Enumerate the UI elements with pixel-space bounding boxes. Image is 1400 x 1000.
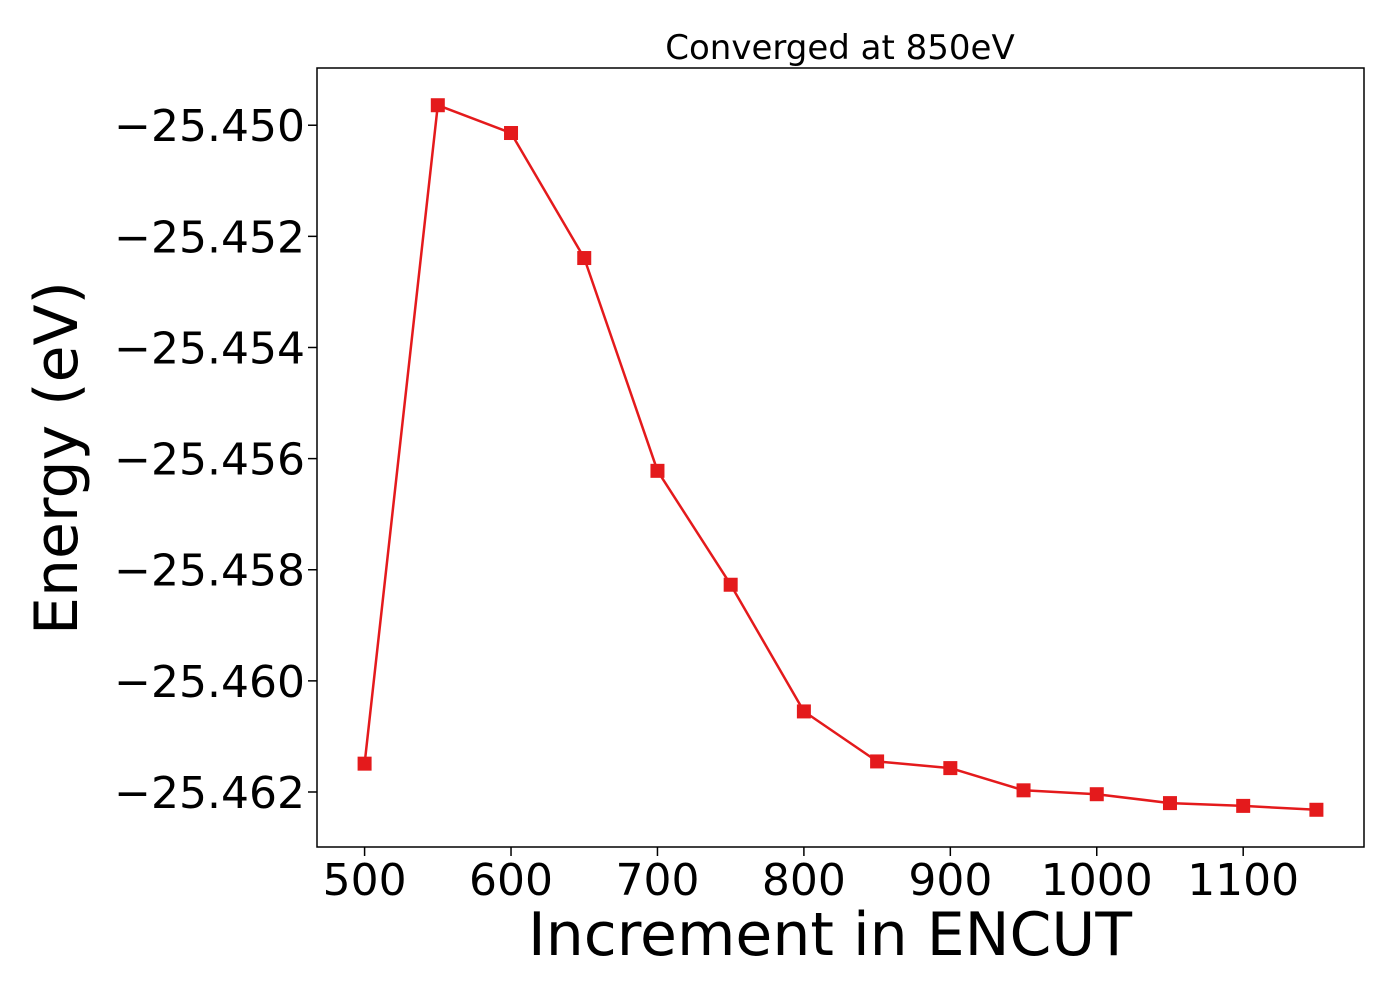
data-point-marker <box>577 251 592 266</box>
data-point-marker <box>430 98 445 113</box>
x-tick-label: 700 <box>615 855 699 906</box>
data-point-marker <box>650 463 665 478</box>
chart-title: Converged at 850eV <box>665 28 1014 68</box>
x-tick-label: 800 <box>762 855 846 906</box>
x-axis-ticks: 500 600 700 800 900 1000 1100 <box>323 847 1299 906</box>
x-tick-label: 1100 <box>1187 855 1299 906</box>
data-point-marker <box>943 761 958 776</box>
data-point-marker <box>796 704 811 719</box>
data-point-marker <box>1016 783 1031 798</box>
y-tick-label: −25.456 <box>114 435 305 486</box>
data-point-marker <box>504 126 519 141</box>
x-tick-label: 1000 <box>1041 855 1153 906</box>
x-tick-label: 900 <box>908 855 992 906</box>
x-tick-label: 500 <box>323 855 407 906</box>
data-point-marker <box>357 756 372 771</box>
series-layer <box>357 98 1324 817</box>
data-point-marker <box>1309 802 1324 817</box>
y-tick-label: −25.450 <box>114 101 305 152</box>
x-axis-label: Increment in ENCUT <box>528 900 1132 970</box>
y-axis-ticks: −25.450 −25.452 −25.454 −25.456 −25.458 −25.4… <box>114 101 317 819</box>
series-line <box>363 103 1317 812</box>
data-point-marker <box>1162 796 1177 811</box>
data-point-marker <box>723 577 738 592</box>
y-tick-label: −25.462 <box>114 768 305 819</box>
y-tick-label: −25.460 <box>114 657 305 708</box>
y-tick-label: −25.452 <box>114 212 305 263</box>
plot-frame <box>316 67 1365 848</box>
data-point-marker <box>1089 787 1104 802</box>
data-point-marker <box>1236 798 1251 813</box>
plot-area: 500 600 700 800 900 1000 1100 −25.450−25.452−2… <box>114 67 1365 906</box>
y-axis-label: Energy (eV) <box>22 281 92 635</box>
y-tick-label: −25.458 <box>114 546 305 597</box>
y-tick-label: −25.454 <box>114 323 305 374</box>
x-tick-label: 600 <box>469 855 553 906</box>
data-point-marker <box>870 754 885 769</box>
